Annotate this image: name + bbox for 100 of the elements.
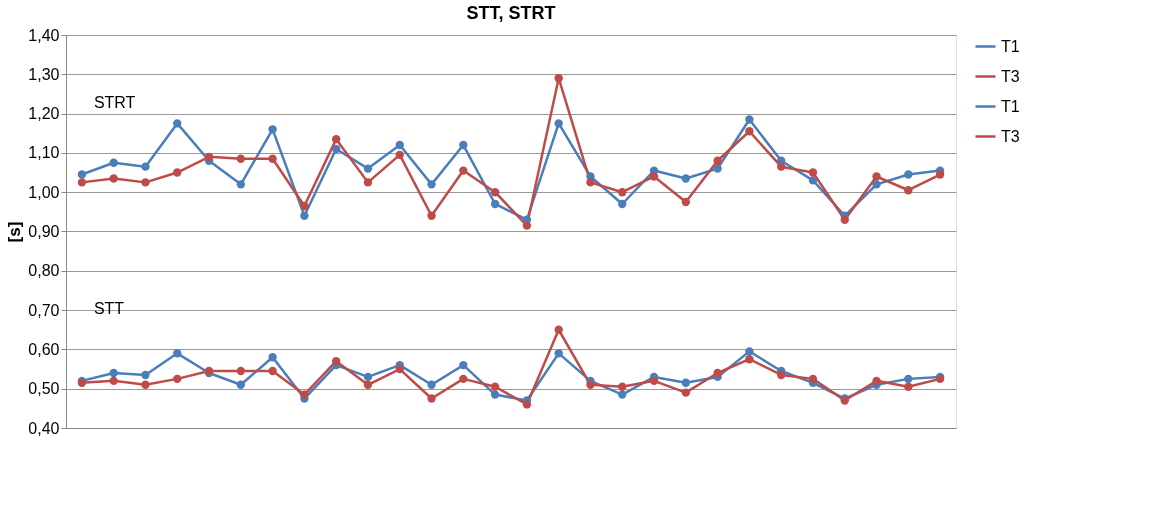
- point: [618, 390, 627, 399]
- y-axis-title: [s]: [5, 221, 25, 243]
- y-tick-label: 1,30: [28, 65, 60, 83]
- point: [173, 349, 182, 358]
- point: [872, 180, 881, 189]
- point: [745, 355, 754, 364]
- point: [713, 164, 722, 173]
- point: [77, 178, 87, 187]
- y-tick-label: 0,80: [28, 262, 60, 280]
- point: [935, 170, 945, 179]
- point: [236, 380, 245, 389]
- annotation: STT: [93, 299, 125, 317]
- point: [236, 366, 245, 376]
- point: [268, 125, 277, 134]
- point: [268, 154, 277, 163]
- point: [554, 349, 563, 358]
- point: [141, 162, 150, 171]
- point: [204, 152, 214, 161]
- point: [554, 119, 563, 128]
- point: [427, 211, 436, 220]
- point: [141, 370, 150, 380]
- point: [904, 382, 913, 391]
- point: [681, 197, 690, 207]
- point: [681, 388, 690, 397]
- point: [808, 374, 818, 384]
- point: [109, 174, 118, 183]
- point: [268, 366, 277, 376]
- y-tick-label: 0,90: [28, 223, 60, 240]
- point: [681, 378, 690, 387]
- point: [141, 178, 150, 187]
- legend-label: T1: [1001, 97, 1020, 115]
- point: [840, 215, 849, 224]
- point: [427, 380, 436, 389]
- point: [109, 368, 118, 378]
- annotation: STRT: [93, 93, 136, 111]
- point: [872, 172, 881, 181]
- point: [459, 140, 468, 150]
- point: [777, 370, 786, 380]
- legend-label: T1: [1001, 37, 1020, 55]
- point: [77, 170, 87, 179]
- point: [459, 374, 468, 384]
- point: [522, 400, 532, 409]
- point: [363, 178, 373, 187]
- point: [236, 154, 245, 163]
- point: [745, 127, 754, 136]
- y-tick-label: 1,00: [28, 183, 60, 201]
- point: [618, 382, 627, 391]
- point: [300, 201, 309, 211]
- point: [872, 376, 881, 386]
- y-tick-label: 0,50: [28, 380, 60, 398]
- point: [363, 372, 373, 382]
- chart-title: STT, STRT: [466, 3, 556, 23]
- point: [586, 380, 595, 389]
- legend-label: T3: [1001, 127, 1020, 145]
- point: [141, 380, 150, 389]
- point: [586, 178, 595, 187]
- point: [332, 134, 341, 144]
- point: [173, 119, 182, 128]
- y-tick-label: 0,40: [28, 419, 60, 437]
- legend-label: T3: [1001, 67, 1020, 85]
- point: [109, 376, 118, 386]
- y-tick-label: 1,20: [28, 105, 60, 123]
- point: [618, 199, 627, 209]
- point: [490, 390, 500, 399]
- point: [618, 188, 627, 197]
- point: [173, 374, 182, 384]
- point: [427, 180, 436, 189]
- point: [268, 353, 277, 362]
- point: [745, 347, 754, 356]
- y-tick-label: 0,70: [28, 301, 60, 319]
- point: [808, 176, 818, 185]
- point: [236, 180, 245, 189]
- point: [904, 170, 913, 179]
- point: [554, 74, 563, 83]
- point: [904, 374, 913, 384]
- point: [395, 150, 404, 160]
- point: [363, 164, 373, 173]
- point: [459, 360, 468, 370]
- point: [554, 325, 563, 334]
- point: [490, 199, 500, 209]
- y-tick-label: 1,40: [28, 26, 60, 44]
- point: [109, 158, 118, 167]
- point: [363, 380, 373, 389]
- point: [395, 364, 404, 374]
- point: [490, 382, 500, 391]
- point: [522, 221, 532, 230]
- y-tick-label: 0,60: [28, 340, 60, 358]
- point: [459, 166, 468, 175]
- point: [713, 368, 722, 378]
- y-tick-label: 1,10: [28, 144, 60, 162]
- point: [745, 115, 754, 124]
- point: [173, 168, 182, 177]
- point: [300, 390, 309, 399]
- point: [332, 144, 341, 154]
- point: [427, 394, 436, 403]
- point: [395, 140, 404, 150]
- point: [681, 174, 690, 183]
- point: [904, 186, 913, 195]
- point: [332, 357, 341, 366]
- point: [490, 188, 500, 197]
